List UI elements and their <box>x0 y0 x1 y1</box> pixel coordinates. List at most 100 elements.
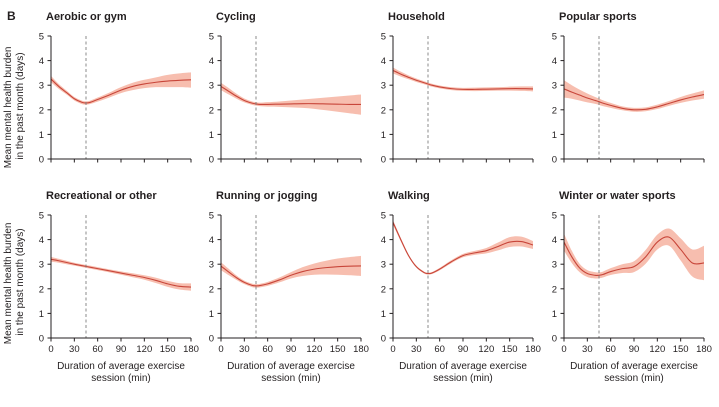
y-tick-label: 2 <box>552 105 557 116</box>
series-line <box>220 265 362 287</box>
shared-y-axis-title: Mean mental health burden in the past mo… <box>3 44 26 169</box>
y-tick-label: 3 <box>209 81 214 92</box>
y-tick-label: 0 <box>552 155 557 166</box>
y-tick-label: 1 <box>552 309 557 320</box>
confidence-band <box>51 72 191 105</box>
x-tick-label: 0 <box>390 344 395 355</box>
y-axis-title-line-1: Mean mental health burden <box>3 47 14 169</box>
x-tick-label: 120 <box>306 344 322 355</box>
panel-recreational-or-other: Recreational or other 0 1 2 3 4 5 0 30 60 90 120 150… <box>39 190 199 384</box>
x-axis-title-line-2: session (min) <box>261 373 320 384</box>
series-line <box>392 69 534 90</box>
figure-letter: B <box>7 9 16 23</box>
x-axis-title: Duration of average exercise session (min… <box>227 361 355 384</box>
y-tick-label: 4 <box>552 56 557 67</box>
y-tick-label: 3 <box>381 260 386 271</box>
x-tick-label: 150 <box>160 344 176 355</box>
x-axis-title-line-2: session (min) <box>604 373 663 384</box>
panel-title: Recreational or other <box>46 190 157 202</box>
y-tick-label: 2 <box>552 284 557 295</box>
x-tick-label: 150 <box>330 344 346 355</box>
y-tick-label: 0 <box>381 334 386 345</box>
x-tick-label: 90 <box>286 344 297 355</box>
y-tick-label: 1 <box>209 130 214 141</box>
panel-title: Cycling <box>216 11 256 23</box>
x-tick-label: 60 <box>262 344 273 355</box>
panel-popular-sports: Popular sports 0 1 2 3 4 5 <box>552 11 705 166</box>
y-tick-label: 0 <box>39 155 44 166</box>
series-line <box>50 258 192 288</box>
y-tick-label: 4 <box>381 56 386 67</box>
x-axis-title: Duration of average exercise session (min… <box>570 361 698 384</box>
x-tick-label: 180 <box>696 344 712 355</box>
panel-aerobic-or-gym: Aerobic or gym 0 1 2 3 4 5 <box>39 11 192 166</box>
y-tick-label: 5 <box>381 32 386 43</box>
confidence-band <box>51 256 191 291</box>
y-tick-label: 5 <box>39 32 44 43</box>
y-tick-label: 3 <box>552 260 557 271</box>
x-tick-label: 60 <box>605 344 616 355</box>
y-tick-label: 3 <box>552 81 557 92</box>
confidence-band <box>564 228 704 281</box>
x-axis-title-line-1: Duration of average exercise <box>227 361 355 372</box>
y-tick-label: 2 <box>39 284 44 295</box>
y-axis-title-lower-line-1: Mean mental health burden <box>3 223 14 345</box>
panel-cycling: Cycling 0 1 2 3 4 5 <box>209 11 362 166</box>
panel-title: Walking <box>388 190 430 202</box>
y-tick-label: 0 <box>39 334 44 345</box>
panel-title: Aerobic or gym <box>46 11 127 23</box>
x-tick-label: 60 <box>434 344 445 355</box>
series-line <box>563 236 705 276</box>
x-tick-label: 180 <box>525 344 541 355</box>
panel-title: Winter or water sports <box>559 190 676 202</box>
y-tick-label: 1 <box>39 309 44 320</box>
confidence-band <box>393 219 533 275</box>
confidence-band <box>564 80 704 112</box>
x-axis-title: Duration of average exercise session (min… <box>399 361 527 384</box>
series-line <box>563 88 705 111</box>
y-tick-label: 4 <box>39 235 44 246</box>
x-tick-label: 90 <box>458 344 469 355</box>
x-tick-label: 30 <box>69 344 80 355</box>
x-tick-label: 0 <box>48 344 53 355</box>
x-axis-title-line-2: session (min) <box>433 373 492 384</box>
y-tick-label: 5 <box>209 32 214 43</box>
x-tick-label: 180 <box>183 344 199 355</box>
y-tick-label: 0 <box>209 334 214 345</box>
panel-title: Popular sports <box>559 11 637 23</box>
y-tick-label: 1 <box>381 309 386 320</box>
confidence-band <box>221 82 361 115</box>
x-tick-label: 90 <box>629 344 640 355</box>
y-tick-label: 3 <box>381 81 386 92</box>
y-axis-title-line-2: in the past month (days) <box>15 52 26 159</box>
y-tick-label: 2 <box>209 284 214 295</box>
x-axis-title-line-2: session (min) <box>91 373 150 384</box>
y-tick-label: 1 <box>381 130 386 141</box>
x-tick-label: 150 <box>673 344 689 355</box>
y-tick-label: 4 <box>209 56 214 67</box>
x-tick-label: 30 <box>582 344 593 355</box>
y-tick-label: 2 <box>381 105 386 116</box>
y-tick-label: 4 <box>39 56 44 67</box>
y-tick-label: 1 <box>39 130 44 141</box>
x-tick-label: 120 <box>478 344 494 355</box>
y-tick-label: 2 <box>209 105 214 116</box>
y-tick-label: 4 <box>552 235 557 246</box>
y-tick-label: 2 <box>381 284 386 295</box>
y-tick-label: 0 <box>381 155 386 166</box>
y-tick-label: 0 <box>552 334 557 345</box>
x-axis-title-line-1: Duration of average exercise <box>570 361 698 372</box>
x-axis-title-line-1: Duration of average exercise <box>57 361 185 372</box>
y-tick-label: 3 <box>39 81 44 92</box>
confidence-band <box>393 67 533 92</box>
shared-y-axis-title-lower: Mean mental health burden in the past mo… <box>3 220 26 345</box>
x-tick-label: 30 <box>239 344 250 355</box>
y-tick-label: 5 <box>552 32 557 43</box>
small-multiples: Aerobic or gym012345Cycling012345Househo… <box>39 11 712 384</box>
x-tick-label: 180 <box>353 344 369 355</box>
x-tick-label: 60 <box>92 344 103 355</box>
y-tick-label: 4 <box>381 235 386 246</box>
panel-walking: Walking 0 1 2 3 4 5 0 30 60 90 120 150 180 Duration of… <box>381 190 541 384</box>
